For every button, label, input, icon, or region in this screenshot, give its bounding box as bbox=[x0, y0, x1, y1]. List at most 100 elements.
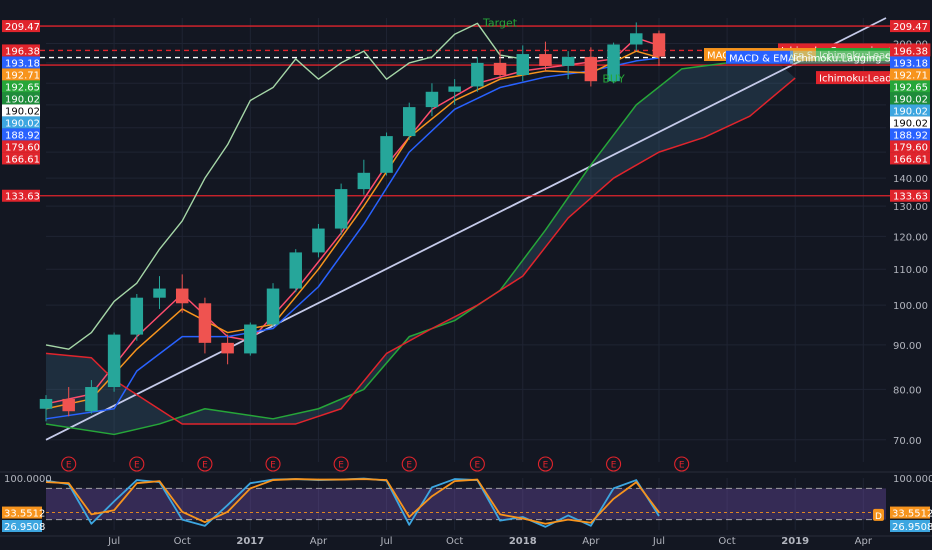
x-tick-label: 2019 bbox=[781, 536, 809, 547]
earnings-marker: E bbox=[674, 456, 690, 472]
stoch-tag-text: 33.5512 bbox=[892, 509, 932, 520]
candle bbox=[266, 283, 280, 327]
grid bbox=[0, 18, 932, 537]
candle bbox=[516, 45, 529, 82]
candle-body bbox=[584, 56, 598, 82]
series-line-ichimoku-lead-2 bbox=[45, 77, 796, 425]
candle-body bbox=[516, 54, 529, 76]
candle-body bbox=[561, 56, 575, 66]
price-tag-bg bbox=[2, 189, 40, 202]
price-tag-text: 196.38 bbox=[893, 46, 928, 57]
price-tag-right: 209.47 bbox=[890, 20, 930, 33]
candle bbox=[471, 56, 484, 92]
earnings-label: E bbox=[66, 461, 72, 471]
candle-body bbox=[357, 172, 371, 190]
candle bbox=[221, 334, 234, 365]
price-tag-text: 192.71 bbox=[5, 70, 40, 81]
stoch-y-tick-label: 100.0000 bbox=[893, 474, 932, 485]
candle bbox=[334, 183, 348, 235]
candle bbox=[198, 297, 212, 354]
price-tag-text: 190.02 bbox=[893, 106, 928, 117]
earnings-circle bbox=[61, 456, 77, 472]
candles bbox=[39, 22, 666, 422]
candle bbox=[130, 294, 144, 341]
earnings-circle bbox=[401, 456, 417, 472]
price-tag-text: 196.38 bbox=[5, 46, 40, 57]
series-line-ichimoku-lagging-span bbox=[45, 22, 523, 350]
stoch-tag-bg bbox=[2, 506, 42, 519]
price-tag-bg bbox=[890, 44, 930, 57]
candle-body bbox=[175, 288, 189, 304]
stoch-line-d bbox=[45, 478, 660, 525]
stoch-tag-text: 33.5512 bbox=[4, 509, 45, 520]
x-tick-label: Oct bbox=[174, 536, 191, 547]
earnings-marker: E bbox=[333, 456, 349, 472]
annotation-target: Target bbox=[482, 17, 518, 30]
candle bbox=[175, 274, 189, 313]
y-tick-label: 100.00 bbox=[893, 301, 928, 312]
price-tag-text: 193.18 bbox=[893, 58, 928, 69]
price-tag-left: 188.92 bbox=[2, 128, 40, 141]
earnings-marker: E bbox=[469, 456, 485, 472]
price-tag-text: 190.02 bbox=[5, 106, 40, 117]
x-tick-label: Jul bbox=[107, 536, 120, 547]
candle-body bbox=[448, 86, 461, 92]
y-tick-label: 70.00 bbox=[893, 436, 922, 447]
horizontal-lines bbox=[40, 25, 890, 197]
earnings-label: E bbox=[270, 461, 276, 471]
price-tag-right: 179.60 bbox=[890, 140, 930, 153]
stoch-d-marker: D bbox=[873, 508, 884, 522]
stoch-tag: 26.9508 bbox=[2, 519, 45, 533]
y-tick-label: 90.00 bbox=[893, 341, 922, 352]
earnings-circle bbox=[265, 456, 281, 472]
price-tag-bg bbox=[2, 80, 40, 93]
ichimoku-cloud bbox=[46, 57, 796, 435]
x-tick-label: 2017 bbox=[236, 536, 264, 547]
candle bbox=[62, 387, 75, 417]
candle-body bbox=[471, 62, 484, 87]
x-tick-label: Oct bbox=[446, 536, 463, 547]
price-tag-right: 196.38 bbox=[890, 44, 930, 57]
candle-body bbox=[85, 387, 98, 412]
earnings-marker: E bbox=[197, 456, 213, 472]
price-tag-bg bbox=[2, 140, 40, 153]
earnings-label: E bbox=[202, 461, 208, 471]
indicator-label-bg bbox=[816, 71, 914, 85]
price-tag-right: 190.02 bbox=[890, 116, 930, 129]
price-tag-bg bbox=[2, 68, 40, 81]
price-tag-text: 166.61 bbox=[893, 154, 928, 165]
indicator-label-text: MACD & EMA bbox=[729, 53, 795, 64]
price-tag-right: 192.65 bbox=[890, 80, 930, 93]
price-tag-bg bbox=[2, 20, 40, 33]
price-tag-text: 190.02 bbox=[893, 118, 928, 129]
stoch-tag: 26.9508 bbox=[890, 519, 932, 533]
candle bbox=[561, 51, 575, 80]
earnings-circle bbox=[674, 456, 690, 472]
indicator-label: Ichimoku:Lead 2 bbox=[816, 71, 914, 85]
stoch-tag: 33.5512 bbox=[2, 506, 45, 520]
price-tag-right: 190.02 bbox=[890, 92, 930, 105]
x-tick-label: Jul bbox=[380, 536, 393, 547]
price-tag-right: 188.92 bbox=[890, 128, 930, 141]
x-tick-label: Oct bbox=[718, 536, 735, 547]
candle bbox=[39, 395, 53, 422]
price-tag-right: 192.71 bbox=[890, 68, 930, 81]
price-tag-text: 179.60 bbox=[5, 142, 40, 153]
price-tag-bg bbox=[2, 128, 40, 141]
candle bbox=[153, 276, 166, 309]
indicator-label-text: Ichimoku:Lead 2 bbox=[819, 74, 901, 85]
earnings-label: E bbox=[679, 461, 685, 471]
candle bbox=[107, 332, 121, 392]
candle bbox=[630, 22, 643, 52]
price-tag-text: 192.65 bbox=[5, 82, 40, 93]
x-tick-label: Jul bbox=[652, 536, 665, 547]
price-tag-left: 196.38 bbox=[2, 44, 40, 57]
candle bbox=[539, 41, 552, 71]
y-tick-label: 110.00 bbox=[893, 265, 928, 276]
stoch-y-tick-label: 100.0000 bbox=[4, 474, 52, 485]
earnings-label: E bbox=[543, 461, 549, 471]
cloud-fill bbox=[46, 57, 796, 435]
